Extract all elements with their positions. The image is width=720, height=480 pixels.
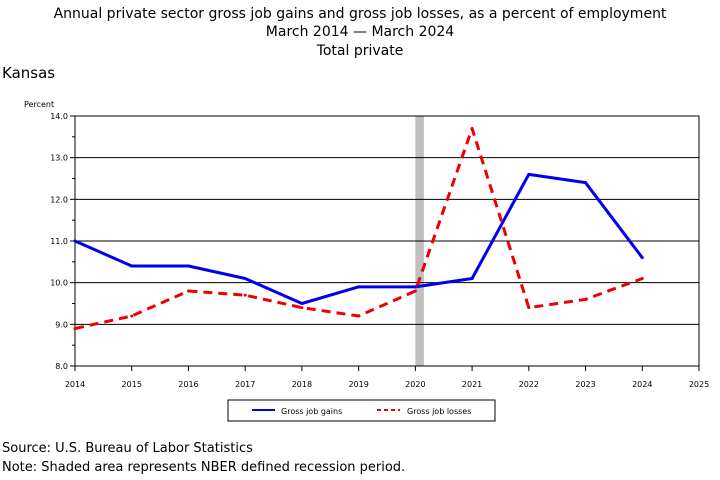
x-tick-label: 2017 bbox=[235, 380, 255, 389]
y-tick-label: 10.0 bbox=[50, 279, 68, 288]
series-line-gross-job-gains bbox=[74, 172, 644, 305]
losses-point-2018 bbox=[300, 306, 304, 310]
legend-label-losses: Gross job losses bbox=[407, 407, 471, 416]
gains-point-2021 bbox=[470, 277, 474, 280]
gains-point-2024 bbox=[640, 256, 644, 260]
x-tick-label: 2024 bbox=[632, 380, 652, 389]
chart-title: Annual private sector gross job gains an… bbox=[53, 6, 667, 22]
x-tick-label: 2016 bbox=[178, 380, 198, 389]
y-axis-label: Percent bbox=[24, 100, 54, 109]
gains-point-2016 bbox=[186, 264, 190, 268]
gains-point-2020 bbox=[413, 285, 417, 289]
x-tick-label: 2020 bbox=[405, 380, 425, 389]
losses-point-2022 bbox=[527, 306, 531, 310]
gains-point-2015 bbox=[130, 264, 134, 268]
y-tick-label: 8.0 bbox=[55, 362, 68, 371]
losses-point-2016 bbox=[186, 289, 190, 293]
legend-label-gains: Gross job gains bbox=[281, 407, 342, 416]
y-tick-label: 9.0 bbox=[55, 320, 68, 329]
gains-point-2018 bbox=[300, 302, 304, 305]
losses-point-2014 bbox=[73, 327, 77, 330]
source-note: Source: U.S. Bureau of Labor Statistics bbox=[2, 441, 253, 456]
x-tick-label: 2014 bbox=[65, 380, 85, 389]
legend: Gross job gains Gross job losses bbox=[227, 399, 496, 422]
x-tick-label: 2015 bbox=[122, 380, 142, 389]
losses-point-2023 bbox=[584, 297, 588, 301]
gains-point-2022 bbox=[527, 172, 531, 176]
gains-point-2017 bbox=[243, 277, 247, 280]
series-line-gross-job-losses bbox=[74, 127, 643, 330]
losses-point-2024 bbox=[640, 277, 644, 280]
recession-note: Note: Shaded area represents NBER define… bbox=[2, 460, 406, 475]
chart-subtitle: March 2014 — March 2024 bbox=[265, 24, 455, 40]
x-tick-label: 2019 bbox=[348, 380, 368, 389]
region-label: Kansas bbox=[2, 64, 56, 82]
losses-point-2015 bbox=[130, 314, 134, 318]
x-tick-label: 2022 bbox=[519, 380, 539, 389]
y-tick-label: 13.0 bbox=[50, 154, 68, 163]
x-tick-label: 2021 bbox=[462, 380, 482, 389]
losses-point-2017 bbox=[243, 293, 247, 297]
x-tick-label: 2023 bbox=[575, 380, 595, 389]
gains-point-2019 bbox=[357, 285, 361, 289]
legend-box bbox=[227, 399, 496, 422]
losses-point-2020 bbox=[413, 289, 417, 293]
gains-point-2023 bbox=[584, 181, 588, 185]
y-tick-label: 12.0 bbox=[50, 195, 68, 204]
losses-point-2019 bbox=[357, 314, 361, 318]
x-tick-label: 2018 bbox=[292, 380, 312, 389]
gains-point-2014 bbox=[73, 239, 77, 243]
chart-subtitle-2: Total private bbox=[316, 43, 404, 59]
x-tick-label: 2025 bbox=[689, 380, 709, 389]
y-tick-label: 14.0 bbox=[50, 112, 68, 121]
y-tick-label: 11.0 bbox=[50, 237, 68, 246]
losses-point-2021 bbox=[470, 127, 474, 130]
